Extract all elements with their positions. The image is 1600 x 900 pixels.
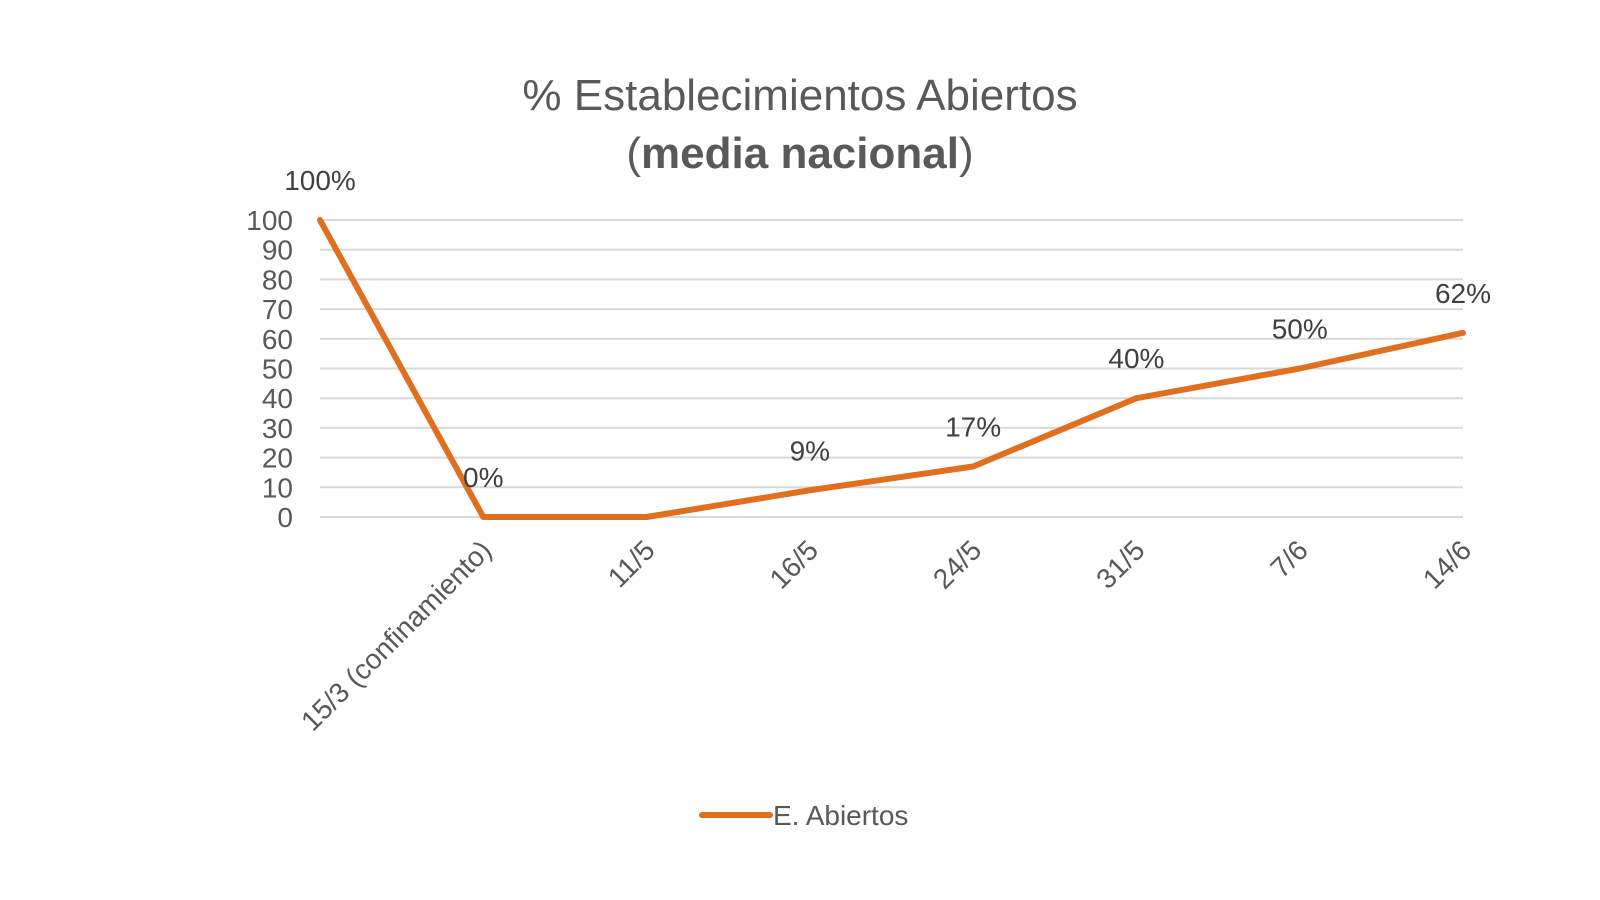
chart-title-paren-close: ) <box>959 129 974 178</box>
chart-title-bold: media nacional <box>641 129 959 178</box>
chart-title-line1: % Establecimientos Abiertos <box>522 71 1077 120</box>
data-label-5: 40% <box>1108 343 1164 374</box>
x-axis-ticks: 15/3 (confinamiento) 11/5 16/5 24/5 31/5 7/6 1… <box>295 534 1477 736</box>
y-tick-label-30: 30 <box>262 413 293 444</box>
data-label-0: 100% <box>284 165 356 196</box>
data-label-4: 17% <box>945 412 1001 443</box>
x-tick-label-7: 14/6 <box>1417 534 1477 594</box>
y-tick-label-50: 50 <box>262 354 293 385</box>
y-tick-label-90: 90 <box>262 235 293 266</box>
data-labels: 100% 0% 9% 17% 40% 50% 62% <box>284 165 1491 493</box>
x-tick-label-1: 15/3 (confinamiento) <box>295 534 497 736</box>
x-tick-label-2: 11/5 <box>602 534 661 593</box>
y-tick-label-60: 60 <box>262 324 293 355</box>
chart-title-paren-open: ( <box>626 129 641 178</box>
y-tick-label-0: 0 <box>277 502 293 533</box>
y-tick-label-20: 20 <box>262 443 293 474</box>
series-layer <box>317 217 1466 520</box>
legend-label: E. Abiertos <box>773 800 908 831</box>
series-line-0 <box>317 217 1466 520</box>
y-tick-label-10: 10 <box>262 472 293 503</box>
data-label-7: 62% <box>1435 278 1491 309</box>
data-label-1: 0% <box>463 462 503 493</box>
y-tick-label-100: 100 <box>246 205 293 236</box>
gridlines <box>320 219 1463 518</box>
data-label-6: 50% <box>1272 314 1328 345</box>
x-tick-label-3: 16/5 <box>764 534 824 594</box>
x-tick-label-6: 7/6 <box>1265 534 1314 583</box>
y-tick-label-40: 40 <box>262 383 293 414</box>
chart-title-line2: (media nacional) <box>626 129 973 178</box>
legend: E. Abiertos <box>699 800 908 831</box>
data-label-3: 9% <box>790 435 830 466</box>
x-tick-label-4: 24/5 <box>927 534 987 594</box>
y-tick-label-70: 70 <box>262 294 293 325</box>
x-tick-label-5: 31/5 <box>1090 534 1150 594</box>
y-tick-label-80: 80 <box>262 264 293 295</box>
